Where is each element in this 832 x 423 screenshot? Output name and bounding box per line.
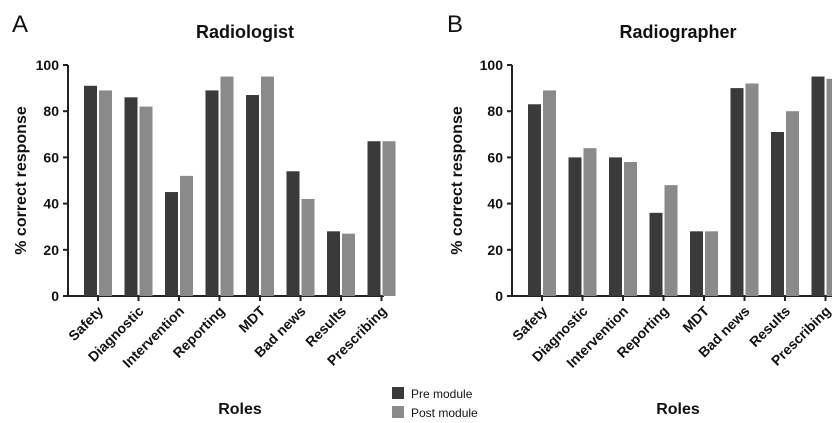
bar-post-safety <box>99 90 112 296</box>
bar-pre-results <box>327 231 340 296</box>
y-tick-label: 20 <box>487 242 503 258</box>
legend: Pre module Post module <box>392 387 478 420</box>
bar-pre-mdt <box>246 95 259 296</box>
bar-pre-mdt <box>690 231 703 296</box>
y-tick-label: 60 <box>487 149 503 165</box>
bar-post-results <box>786 111 799 296</box>
bar-post-safety <box>543 90 556 296</box>
y-axis-title: % correct response <box>449 106 466 255</box>
bar-pre-intervention <box>165 192 178 296</box>
y-tick-label: 20 <box>43 242 59 258</box>
legend-swatch-post <box>392 406 404 418</box>
chart-title: Radiologist <box>196 22 294 42</box>
legend-label-pre: Pre module <box>411 387 473 401</box>
y-tick-label: 100 <box>36 57 60 73</box>
bar-post-intervention <box>624 162 637 296</box>
panel-radiographer: B Radiographer 0 20 40 60 80 100 % correct respo… <box>447 11 832 418</box>
bar-post-bad-news <box>302 199 315 296</box>
bar-post-intervention <box>180 176 193 296</box>
bar-pre-safety <box>84 86 97 296</box>
bar-post-mdt <box>705 231 718 296</box>
bar-pre-reporting <box>206 90 219 296</box>
bar-pre-prescribing <box>812 77 825 296</box>
panel-letter: A <box>12 11 28 38</box>
legend-swatch-pre <box>392 387 404 399</box>
x-tick-label: MDT <box>679 302 712 335</box>
y-tick-label: 40 <box>487 196 503 212</box>
bar-pre-bad-news <box>731 88 744 296</box>
bar-post-diagnostic <box>140 107 153 296</box>
bar-pre-prescribing <box>368 141 381 296</box>
bar-post-bad-news <box>746 83 759 296</box>
bar-pre-diagnostic <box>125 97 138 296</box>
y-tick-label: 0 <box>495 288 503 304</box>
legend-label-post: Post module <box>411 406 478 420</box>
x-axis-title: Roles <box>218 401 262 418</box>
y-tick-label: 100 <box>480 57 504 73</box>
bar-pre-diagnostic <box>569 157 582 296</box>
x-axis-title: Roles <box>656 401 700 418</box>
x-tick-label: MDT <box>235 302 268 335</box>
bar-post-prescribing <box>827 79 832 296</box>
bar-pre-results <box>771 132 784 296</box>
bar-pre-intervention <box>609 157 622 296</box>
y-axis-title: % correct response <box>13 106 30 255</box>
y-tick-label: 60 <box>43 149 59 165</box>
panel-letter: B <box>447 11 463 38</box>
bar-post-prescribing <box>383 141 396 296</box>
bar-post-mdt <box>261 77 274 296</box>
bar-pre-bad-news <box>287 171 300 296</box>
y-tick-label: 0 <box>51 288 59 304</box>
y-tick-label: 80 <box>487 103 503 119</box>
y-tick-label: 80 <box>43 103 59 119</box>
bar-pre-safety <box>528 104 541 296</box>
bar-post-reporting <box>221 77 234 296</box>
panel-radiologist: A Radiologist 0 20 40 60 80 100 % correct respon… <box>12 11 396 418</box>
bar-post-reporting <box>665 185 678 296</box>
y-tick-label: 40 <box>43 196 59 212</box>
bar-pre-reporting <box>650 213 663 296</box>
bar-post-diagnostic <box>584 148 597 296</box>
chart-title: Radiographer <box>619 22 736 42</box>
bar-post-results <box>342 234 355 296</box>
